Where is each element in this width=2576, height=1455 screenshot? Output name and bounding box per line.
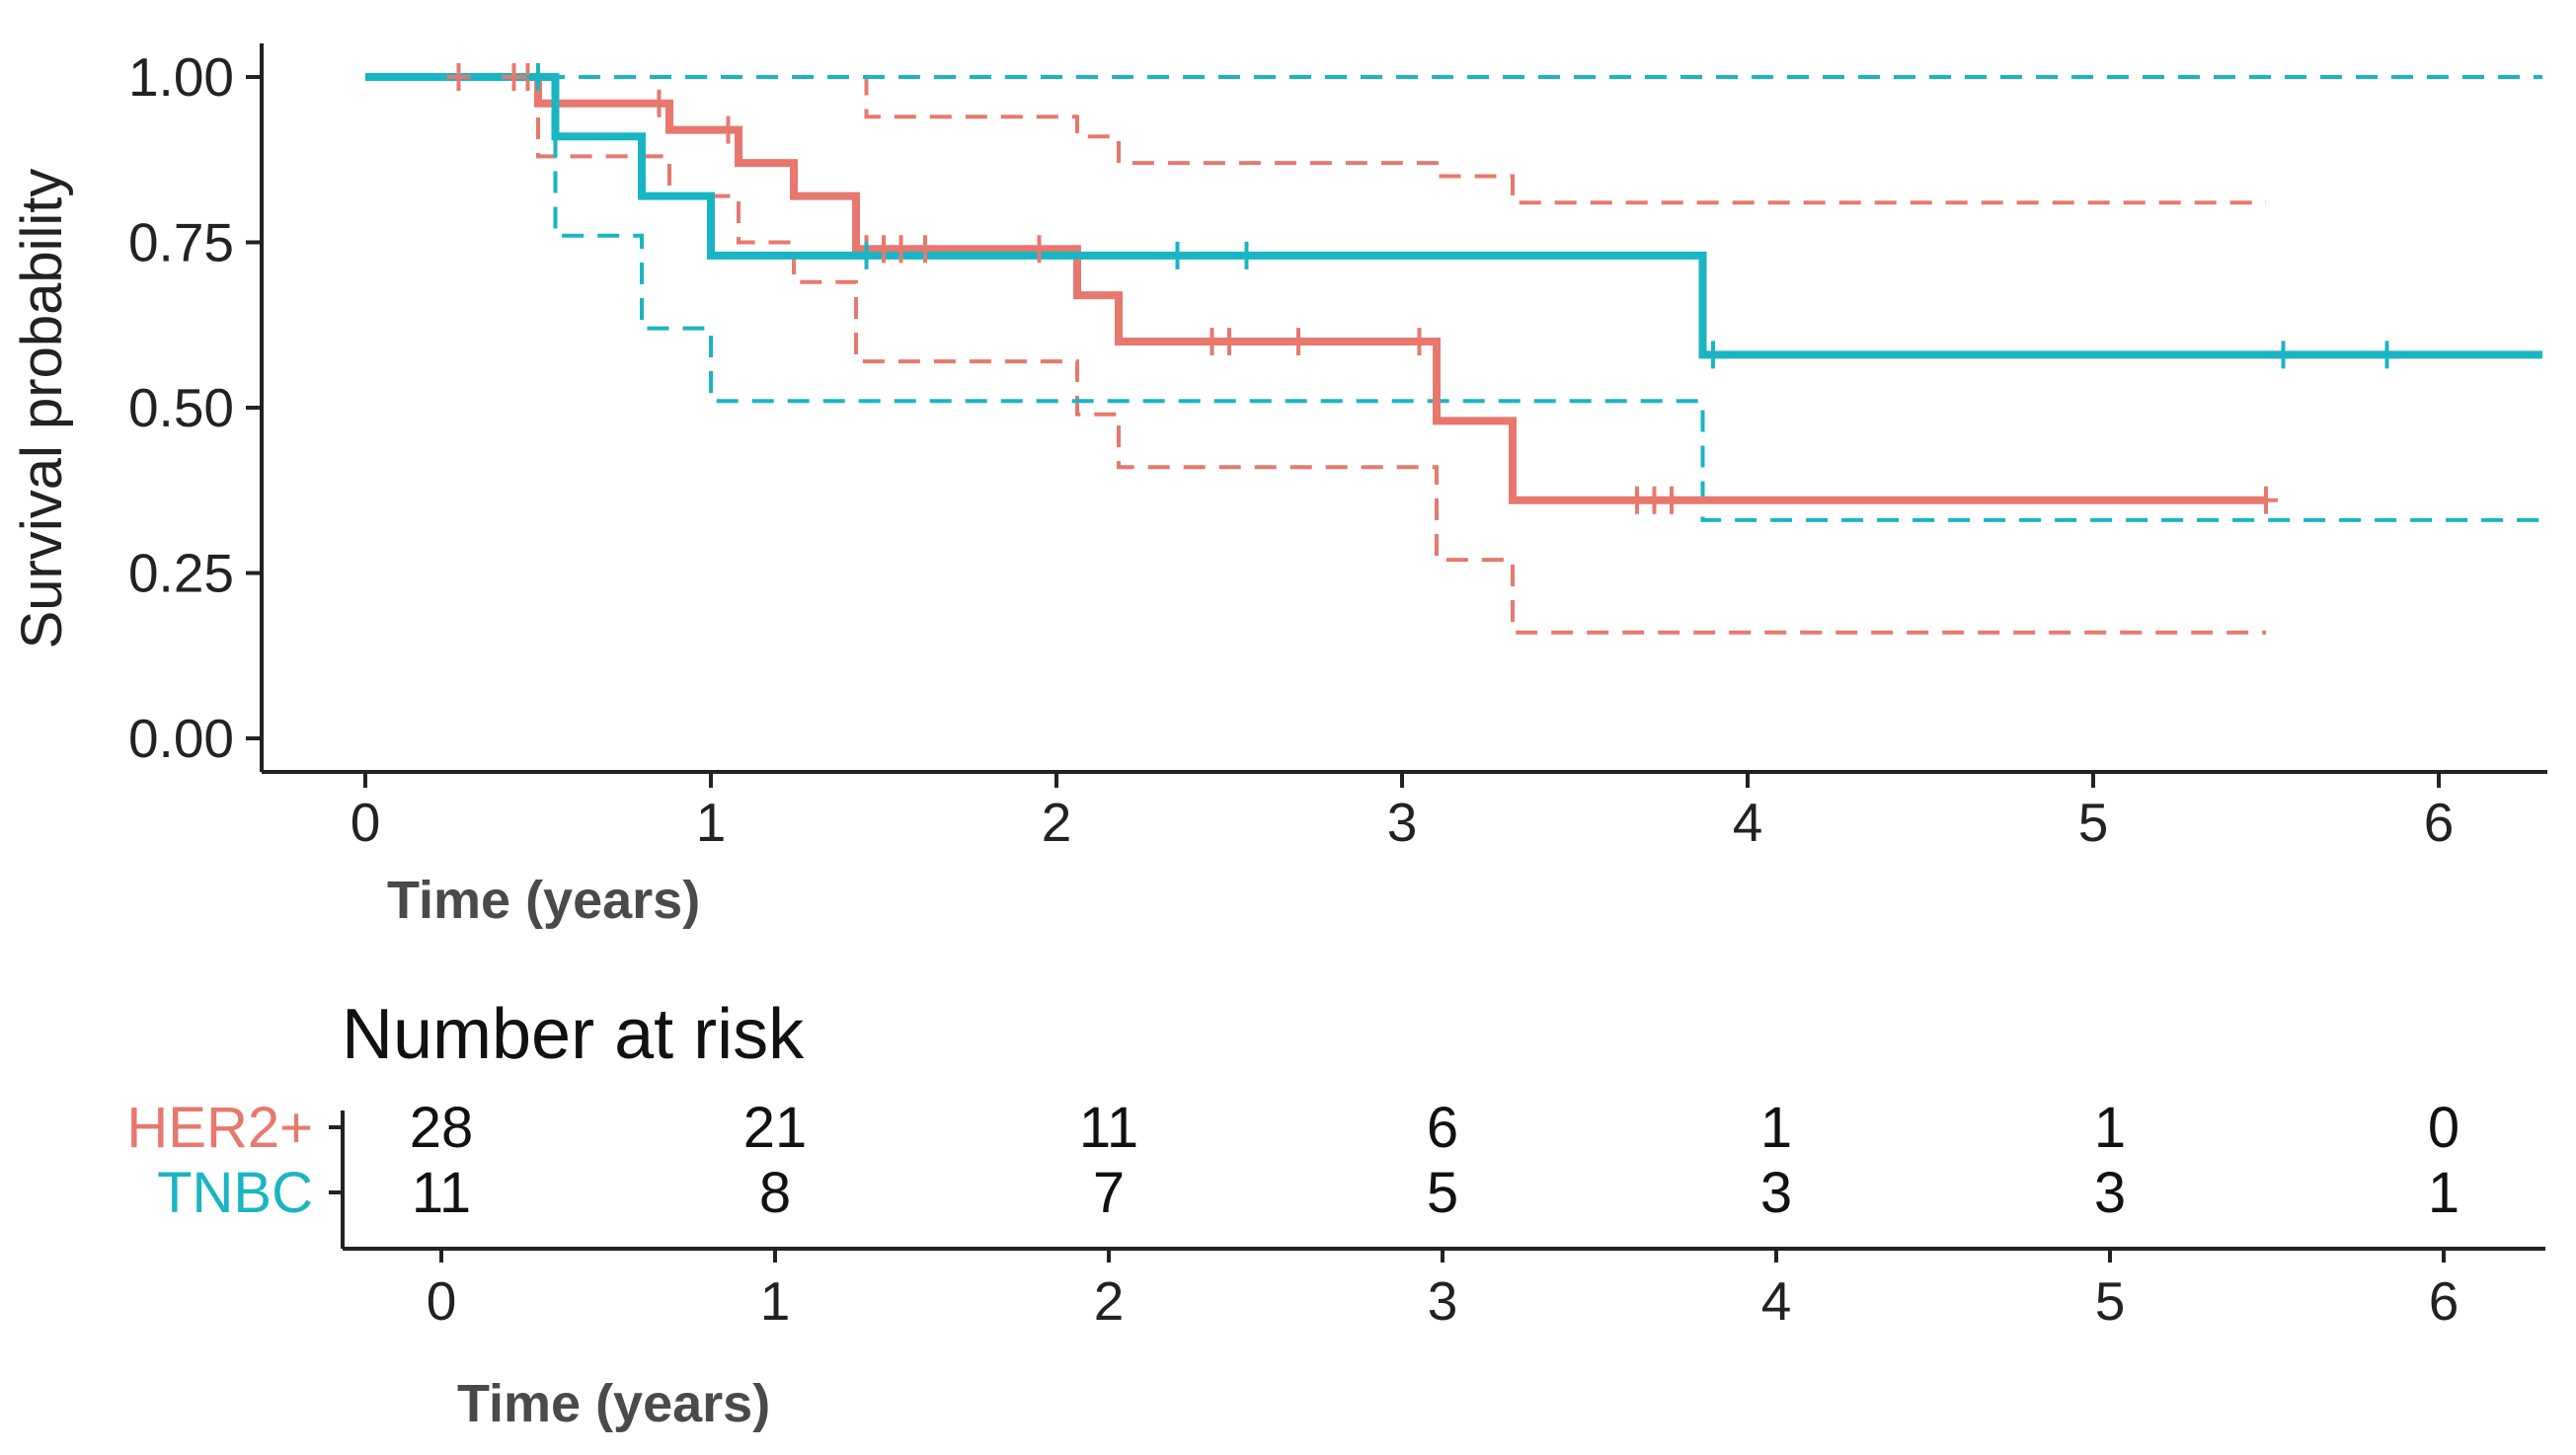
main-axes: 0.00 0.25 0.50 0.75 1.00 0 1 2 3 4 5 6	[128, 43, 2547, 853]
ci-upper-her2	[365, 75, 2266, 205]
risk-count-tnbc: 11	[412, 1161, 471, 1225]
risk-count-her2: 6	[1427, 1096, 1458, 1160]
ci-lower-tnbc	[365, 75, 2542, 522]
censor-mark-her2	[913, 235, 937, 264]
strata-label-tnbc: TNBC	[157, 1161, 313, 1225]
x-tick-label: 4	[1733, 792, 1763, 853]
censor-mark-tnbc	[2271, 341, 2296, 369]
strata-label-her2: HER2+	[126, 1096, 313, 1160]
risk-x-tick-label: 2	[1094, 1270, 1125, 1332]
risk-x-tick-label: 1	[760, 1270, 791, 1332]
y-tick-label: 0.00	[128, 708, 234, 769]
x-tick-label: 1	[696, 792, 727, 853]
risk-count-her2: 21	[743, 1096, 808, 1160]
censor-mark-her2	[1217, 328, 1241, 355]
x-axis-title: Time (years)	[387, 871, 700, 930]
censor-mark-her2	[446, 63, 471, 91]
risk-count-tnbc: 1	[2428, 1161, 2459, 1225]
censor-mark-her2	[647, 89, 671, 117]
survival-plot: 0.00 0.25 0.50 0.75 1.00 0 1 2 3 4 5 6 Survival pro…	[10, 43, 2547, 930]
risk-count-tnbc: 7	[1093, 1161, 1125, 1225]
risk-count-her2: 1	[2094, 1096, 2126, 1160]
risk-count-her2: 28	[410, 1096, 474, 1160]
censor-mark-her2	[2254, 486, 2278, 514]
risk-x-tick-label: 4	[1761, 1270, 1792, 1332]
censor-mark-tnbc	[854, 241, 879, 269]
risk-count-tnbc: 5	[1427, 1161, 1458, 1225]
censor-mark-her2	[1287, 328, 1310, 355]
risk-count-tnbc: 8	[759, 1161, 791, 1225]
x-tick-label: 3	[1387, 792, 1418, 853]
censor-mark-her2	[889, 235, 913, 264]
censor-mark-her2	[1027, 235, 1052, 264]
risk-table-title: Number at risk	[342, 995, 805, 1074]
censor-mark-her2	[1407, 328, 1432, 355]
risk-x-tick-label: 0	[427, 1270, 457, 1332]
survival-curve-her2	[365, 73, 2266, 504]
x-tick-label: 5	[2078, 792, 2109, 853]
censor-mark-tnbc	[526, 63, 550, 91]
risk-x-tick-label: 3	[1428, 1270, 1458, 1332]
x-tick-label: 2	[1042, 792, 1072, 853]
x-tick-label: 0	[351, 792, 381, 853]
risk-x-tick-label: 5	[2095, 1270, 2126, 1332]
censor-mark-tnbc	[1234, 241, 1259, 269]
survival-curve-tnbc	[365, 73, 2542, 359]
censor-marks	[446, 63, 2399, 514]
y-tick-label: 0.25	[128, 543, 234, 604]
censor-mark-her2	[716, 115, 741, 144]
risk-count-tnbc: 3	[1760, 1161, 1792, 1225]
y-axis-title: Survival probability	[10, 169, 74, 650]
censor-mark-her2	[1660, 486, 1683, 514]
censor-mark-tnbc	[1165, 241, 1190, 269]
survival-curves	[365, 73, 2542, 504]
risk-count-tnbc: 3	[2094, 1161, 2126, 1225]
censor-mark-tnbc	[1701, 341, 1725, 369]
y-tick-label: 1.00	[128, 46, 234, 108]
y-tick-label: 0.75	[128, 212, 234, 273]
censor-mark-tnbc	[2375, 341, 2399, 369]
risk-count-her2: 1	[1760, 1096, 1792, 1160]
ci-lower-her2	[365, 75, 2266, 635]
x-tick-label: 6	[2424, 792, 2455, 853]
y-tick-label: 0.50	[128, 377, 234, 438]
risk-count-her2: 11	[1079, 1096, 1138, 1160]
risk-count-her2: 0	[2428, 1096, 2459, 1160]
risk-table-x-axis-title: Time (years)	[457, 1374, 770, 1433]
risk-x-tick-label: 6	[2429, 1270, 2459, 1332]
confidence-intervals	[365, 75, 2542, 635]
